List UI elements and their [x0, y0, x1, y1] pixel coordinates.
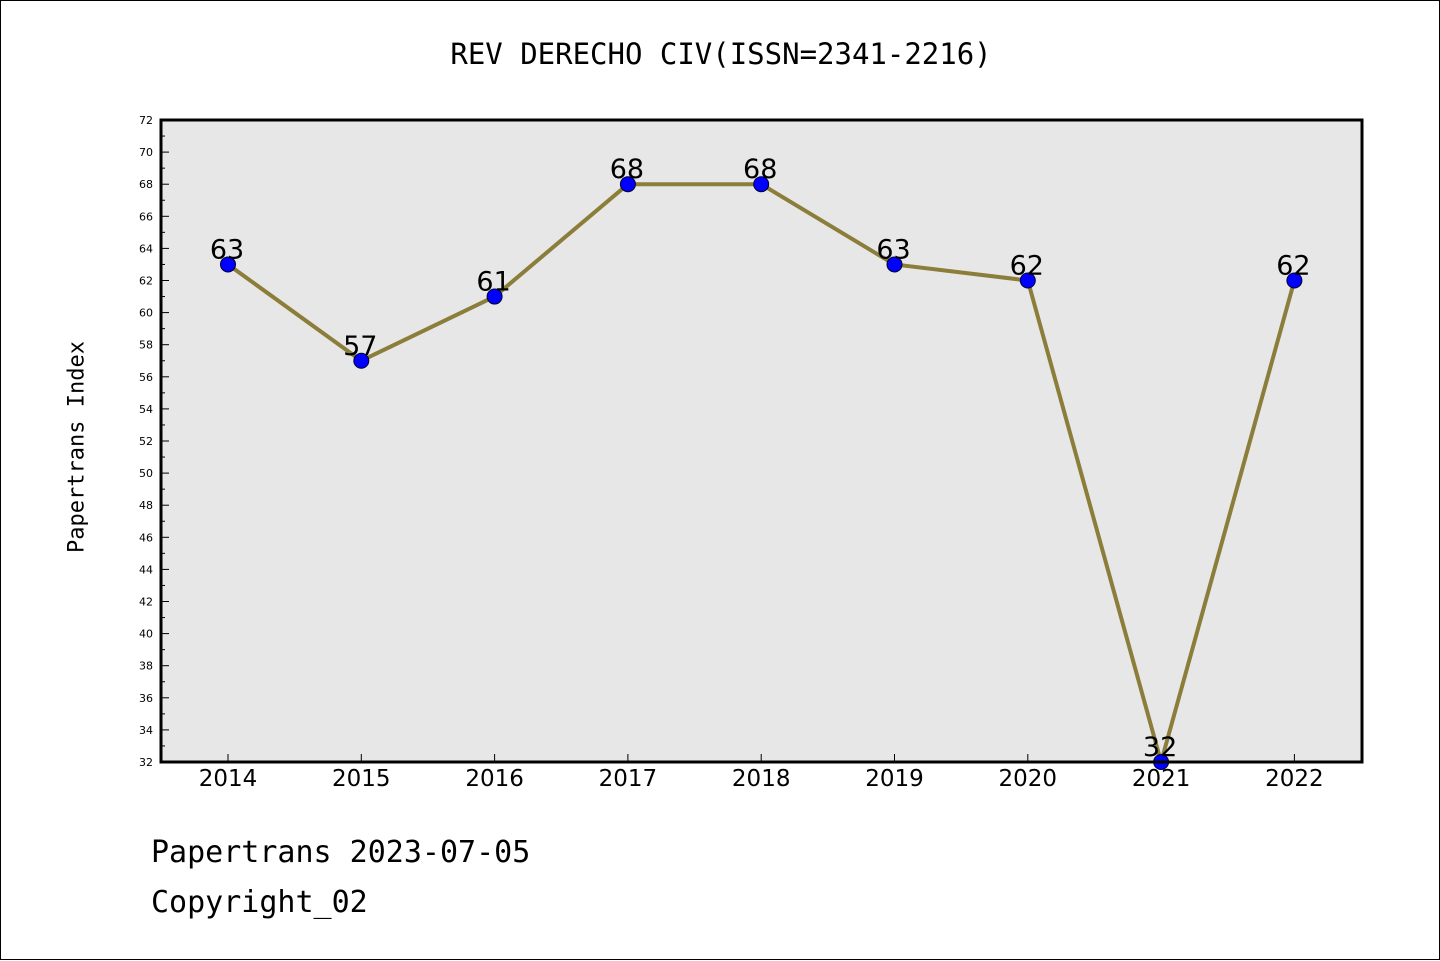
data-label: 68: [610, 154, 644, 185]
y-tick-label: 64: [139, 242, 153, 255]
x-tick-label: 2015: [332, 766, 391, 792]
x-tick-label: 2018: [732, 766, 791, 792]
y-tick-label: 48: [139, 499, 153, 512]
y-tick-label: 72: [139, 114, 153, 127]
y-tick-label: 32: [139, 756, 153, 769]
y-tick-label: 52: [139, 435, 153, 448]
y-tick-label: 50: [139, 467, 153, 480]
x-tick-label: 2022: [1265, 766, 1324, 792]
x-tick-label: 2014: [199, 766, 258, 792]
footer-date: Papertrans 2023-07-05: [151, 835, 531, 870]
y-tick-label: 62: [139, 275, 153, 288]
x-tick-label: 2016: [465, 766, 524, 792]
data-point: [353, 352, 370, 369]
x-tick-label: 2019: [865, 766, 924, 792]
data-point: [1019, 272, 1036, 289]
data-label: 57: [343, 331, 377, 362]
x-tick-label: 2020: [999, 766, 1058, 792]
data-point: [619, 176, 636, 193]
y-tick-label: 36: [139, 692, 153, 705]
y-tick-label: 40: [139, 628, 153, 641]
plot-border: [159, 118, 1364, 764]
footer-copyright: Copyright_02: [151, 885, 368, 920]
data-point: [486, 288, 503, 305]
y-tick-label: 60: [139, 307, 153, 320]
x-tick-label: 2017: [599, 766, 658, 792]
chart-title: REV DERECHO CIV(ISSN=2341-2216): [450, 37, 992, 71]
plot-area: [161, 120, 1362, 762]
data-label: 32: [1143, 732, 1177, 763]
data-label: 61: [476, 267, 510, 298]
y-tick-label: 58: [139, 339, 153, 352]
y-tick-label: 42: [139, 596, 153, 609]
data-point: [886, 256, 903, 273]
data-label: 68: [743, 154, 777, 185]
data-label: 62: [1010, 251, 1044, 282]
data-point: [1286, 272, 1303, 289]
data-label: 63: [876, 234, 910, 265]
data-label: 62: [1276, 251, 1310, 282]
y-tick-label: 68: [139, 178, 153, 191]
y-tick-label: 54: [139, 403, 153, 416]
y-tick-label: 34: [139, 724, 153, 737]
y-tick-label: 44: [139, 563, 153, 576]
y-tick-label: 46: [139, 531, 153, 544]
data-label: 63: [210, 234, 244, 265]
y-tick-label: 70: [139, 146, 153, 159]
data-point: [753, 176, 770, 193]
y-tick-label: 66: [139, 210, 153, 223]
x-tick-label: 2021: [1132, 766, 1191, 792]
data-point: [220, 256, 236, 273]
y-tick-label: 56: [139, 371, 153, 384]
y-tick-label: 38: [139, 660, 153, 673]
